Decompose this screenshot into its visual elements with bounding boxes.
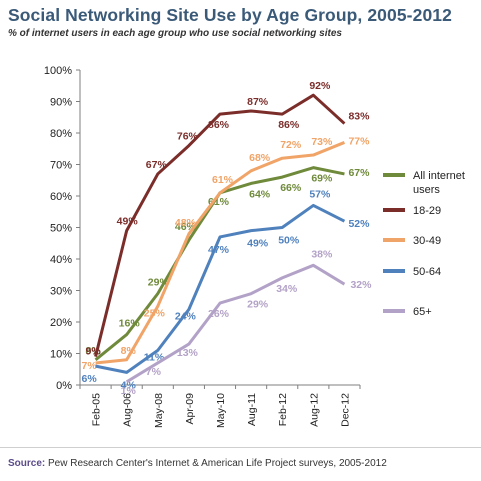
data-label: 49% — [247, 238, 269, 250]
x-tick-label: Aug-11 — [246, 393, 258, 426]
x-tick-label: May-08 — [153, 393, 165, 428]
data-label: 69% — [311, 173, 333, 185]
data-label: 25% — [144, 307, 166, 319]
data-label: 7% — [146, 366, 162, 378]
data-label: 92% — [309, 80, 331, 92]
legend-label: 30-49 — [413, 235, 441, 247]
data-label: 61% — [212, 174, 234, 186]
y-tick-label: 30% — [50, 286, 72, 298]
legend-label: 18-29 — [413, 205, 441, 217]
data-label: 86% — [278, 119, 300, 131]
data-label: 66% — [280, 182, 302, 194]
data-label: 57% — [309, 188, 331, 200]
legend-label: All internet users — [413, 170, 465, 196]
data-label: 52% — [348, 218, 370, 230]
data-label: 77% — [348, 135, 370, 147]
data-label: 29% — [148, 277, 170, 289]
x-tick-label: Feb-05 — [91, 393, 103, 426]
data-label: 61% — [208, 196, 230, 208]
y-tick-label: 80% — [50, 128, 72, 140]
data-label: 24% — [175, 310, 197, 322]
data-label: 48% — [175, 217, 197, 229]
data-label: 64% — [249, 188, 271, 200]
data-label: 7% — [82, 360, 98, 372]
data-label: 50% — [278, 235, 300, 247]
y-tick-label: 60% — [50, 191, 72, 203]
data-label: 34% — [276, 283, 298, 295]
series-line-30-49 — [95, 141, 346, 365]
y-tick-label: 40% — [50, 254, 72, 266]
y-tick-label: 0% — [56, 380, 72, 392]
x-tick-label: Dec-12 — [339, 393, 351, 427]
data-label: 38% — [311, 248, 333, 260]
x-tick-label: Aug-12 — [308, 393, 320, 427]
source-label: Source: — [8, 458, 46, 469]
source-text: Pew Research Center's Internet & America… — [48, 458, 387, 469]
x-tick-label: May-10 — [215, 393, 227, 428]
data-label: 32% — [350, 279, 372, 291]
data-label: 67% — [348, 167, 370, 179]
chart-title: Social Networking Site Use by Age Group,… — [8, 5, 452, 25]
y-tick-label: 100% — [44, 65, 72, 77]
source-note: Source: Pew Research Center's Internet &… — [8, 458, 387, 469]
y-tick-label: 90% — [50, 97, 72, 109]
data-label: 73% — [311, 136, 333, 148]
data-label: 8% — [121, 345, 137, 357]
data-label: 86% — [208, 119, 230, 131]
series-line-65- — [125, 263, 346, 384]
footer-divider — [0, 447, 481, 448]
data-label: 16% — [119, 318, 141, 330]
data-label: 47% — [208, 244, 230, 256]
line-chart: 0% 10% 20% 30% 40% 50% 60% 70% 80% 90% 100% Feb-05 A… — [44, 65, 465, 428]
data-label: 29% — [247, 299, 269, 311]
data-label: 6% — [82, 373, 98, 385]
data-label: 87% — [247, 96, 269, 108]
x-tick-label: Feb-12 — [277, 393, 289, 426]
legend-label: 50-64 — [413, 266, 441, 278]
data-label: 9% — [86, 346, 102, 358]
y-tick-label: 10% — [50, 349, 72, 361]
data-label: 4% — [121, 379, 137, 391]
x-tick-label: Apr-09 — [184, 393, 196, 425]
data-label: 13% — [177, 347, 199, 359]
chart-subtitle: % of internet users in each age group wh… — [8, 28, 342, 39]
x-tick-label: Aug-06 — [122, 393, 134, 427]
data-label: 67% — [146, 159, 168, 171]
data-label: 83% — [348, 111, 370, 123]
data-label: 49% — [117, 216, 139, 228]
data-label: 72% — [280, 139, 302, 151]
y-tick-label: 70% — [50, 160, 72, 172]
series-line-50-64 — [95, 203, 346, 374]
data-label: 1% — [121, 385, 137, 397]
series-line-18-29 — [94, 93, 346, 358]
data-label: 26% — [208, 308, 230, 320]
data-label: 68% — [249, 152, 271, 164]
data-label: 76% — [177, 131, 199, 143]
y-tick-label: 20% — [50, 317, 72, 329]
legend-label: 65+ — [413, 306, 432, 318]
y-tick-label: 50% — [50, 223, 72, 235]
